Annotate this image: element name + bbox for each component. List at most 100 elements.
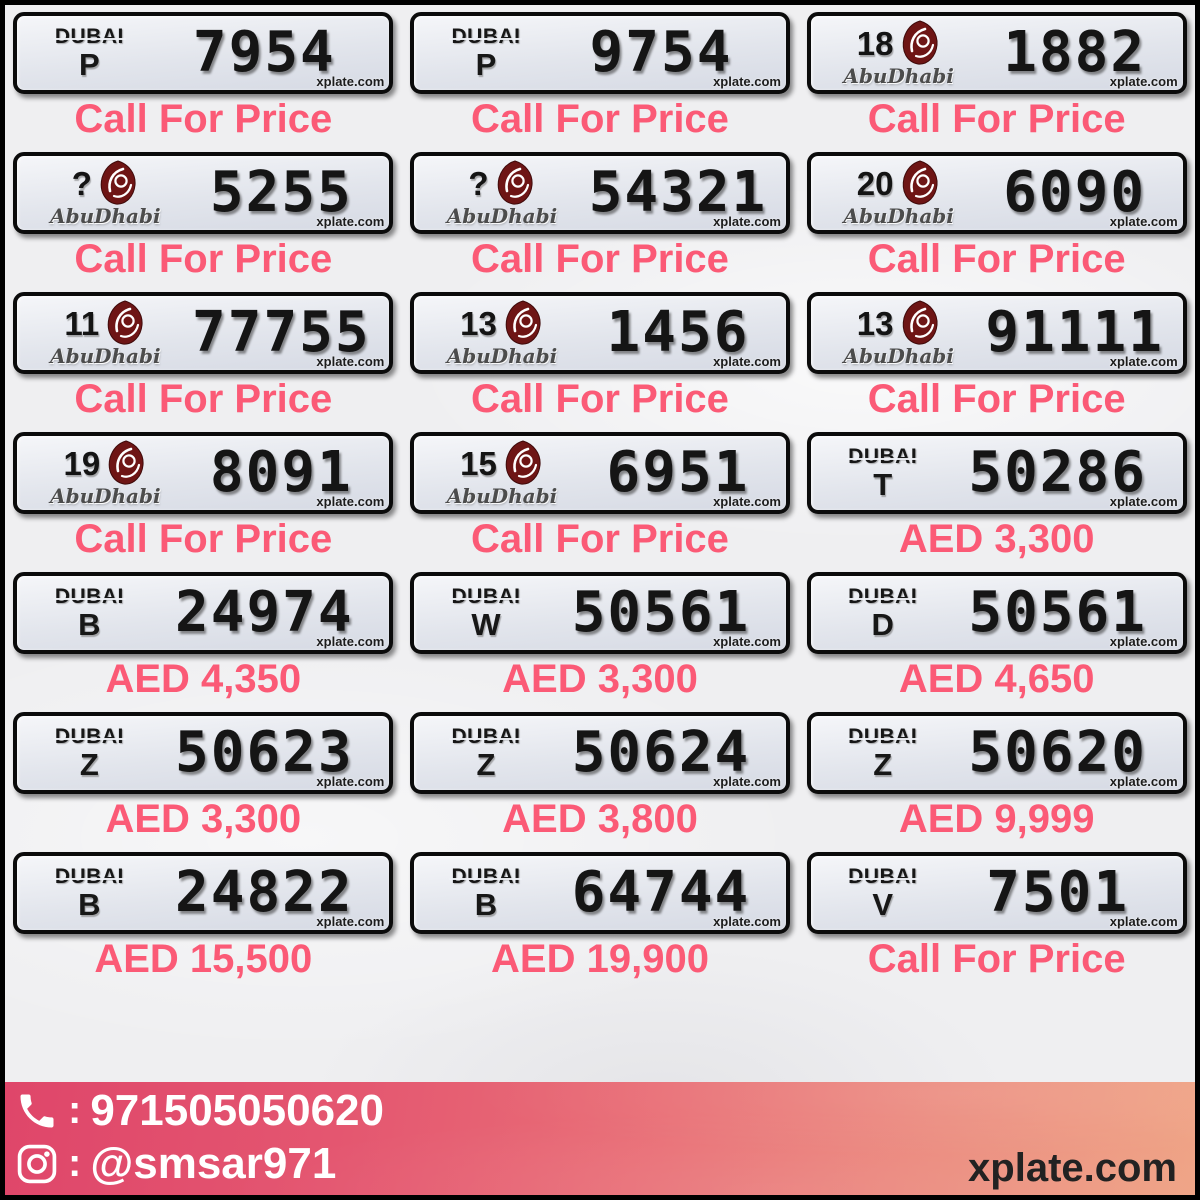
plate-code: 20 (856, 164, 894, 202)
plate-watermark: xplate.com (1109, 634, 1178, 650)
abudhabi-script-text: AbuDhabi (446, 204, 558, 228)
dubai-logo-text: DUBAI (52, 585, 126, 608)
abudhabi-script-text: AbuDhabi (843, 344, 954, 368)
plate-listing: ? AbuDhabi 5255 xplate.com Call For Pric… (5, 145, 402, 285)
abudhabi-emblem-icon (100, 160, 136, 205)
plate-code: 19 (63, 444, 101, 482)
plate-price: Call For Price (74, 237, 333, 281)
plate-watermark: xplate.com (316, 494, 385, 510)
license-plate: 13 AbuDhabi 1456 xplate.com (409, 292, 790, 374)
plate-listing: DUBAI W 50561 x (402, 565, 799, 705)
dubai-plate-header: DUBAI Z (811, 726, 941, 780)
plate-number: 6951 (606, 440, 750, 505)
plate-number: 91111 (985, 300, 1164, 365)
plate-watermark: xplate.com (713, 214, 781, 230)
plate-code: P (78, 47, 100, 82)
contact-footer: : 971505050620 : @smsar971 xplate.com (5, 1082, 1195, 1195)
license-plate: DUBAI D 50561 x (806, 572, 1187, 654)
plate-price: AED 3,300 (502, 657, 698, 701)
dubai-logo-text: DUBAI (846, 865, 920, 888)
license-plate: DUBAI B 64744 x (409, 852, 790, 934)
abudhabi-plate-header: 19 AbuDhabi (17, 440, 181, 506)
dubai-plate-header: DUBAI Z (17, 726, 147, 780)
abudhabi-emblem-icon (902, 20, 938, 65)
dubai-plate-header: DUBAI V (811, 866, 941, 920)
dubai-plate-header: DUBAI B (414, 866, 544, 920)
dubai-plate-header: DUBAI Z (414, 726, 544, 780)
plate-price: Call For Price (74, 377, 333, 421)
dubai-logo-text: DUBAI (52, 25, 126, 48)
plate-watermark: xplate.com (316, 214, 385, 230)
instagram-line: : @smsar971 (15, 1138, 384, 1190)
license-plate: 20 AbuDhabi 6090 xplate.com (806, 152, 1187, 234)
plate-number: 77755 (192, 300, 371, 365)
license-plate: DUBAI Z 50620 x (806, 712, 1187, 794)
abudhabi-script-text: AbuDhabi (843, 204, 954, 228)
license-plate: 18 AbuDhabi 1882 xplate.com (806, 12, 1187, 94)
license-plate: DUBAI P 9754 xp (409, 12, 790, 94)
plate-listing: DUBAI B 24974 x (5, 565, 402, 705)
plate-watermark: xplate.com (316, 774, 385, 790)
dubai-logo-text: DUBAI (449, 865, 523, 888)
instagram-icon (17, 1144, 57, 1184)
abudhabi-emblem-icon (902, 160, 938, 205)
plate-price: AED 15,500 (94, 937, 313, 981)
plate-code: B (78, 607, 101, 642)
dubai-logo-text: DUBAI (449, 725, 523, 748)
abudhabi-emblem-icon (505, 440, 541, 485)
plate-number: 24822 (175, 860, 354, 925)
license-plate: 13 AbuDhabi 91111 xplate.com (806, 292, 1187, 374)
dubai-plate-header: DUBAI B (17, 586, 147, 640)
plate-listing: DUBAI P 9754 xp (402, 5, 799, 145)
plate-price: AED 19,900 (491, 937, 709, 981)
plate-price: Call For Price (471, 517, 729, 561)
license-plate: DUBAI V 7501 xp (806, 852, 1187, 934)
license-plate: DUBAI Z 50624 x (409, 712, 790, 794)
plate-watermark: xplate.com (713, 494, 781, 510)
dubai-plate-header: DUBAI P (17, 26, 147, 80)
plate-code: V (872, 887, 893, 922)
license-plate: 19 AbuDhabi 8091 xplate.com (13, 432, 394, 514)
plate-code: 18 (856, 24, 894, 62)
dubai-logo-text: DUBAI (449, 585, 523, 608)
plate-code: W (471, 607, 501, 642)
plate-code: 13 (460, 304, 497, 342)
plate-code: ? (71, 164, 92, 202)
plate-price: Call For Price (74, 517, 333, 561)
plate-watermark: xplate.com (316, 914, 385, 930)
plate-watermark: xplate.com (316, 74, 385, 90)
plate-number: 1456 (606, 300, 750, 365)
plate-watermark: xplate.com (1109, 494, 1178, 510)
plate-code: Z (476, 747, 496, 782)
plate-code: T (873, 467, 893, 502)
abudhabi-emblem-icon (505, 300, 541, 345)
plate-listing: 13 AbuDhabi 1456 xplate.com Call For Pri… (402, 285, 799, 425)
license-plate: DUBAI W 50561 x (409, 572, 790, 654)
plate-price: Call For Price (471, 97, 729, 141)
instagram-handle: @smsar971 (90, 1138, 337, 1188)
license-plate: ? AbuDhabi 5255 xplate.com (13, 152, 394, 234)
license-plate: DUBAI T 50286 x (806, 432, 1187, 514)
plate-price: AED 4,350 (105, 657, 302, 701)
plate-number: 9754 (589, 20, 733, 85)
plate-number: 6090 (1003, 160, 1147, 225)
plate-price: AED 3,800 (502, 797, 698, 841)
plate-watermark: xplate.com (1109, 74, 1178, 90)
plate-number: 7501 (986, 860, 1130, 925)
plate-price: Call For Price (471, 237, 729, 281)
plate-code: 15 (460, 444, 497, 482)
plate-code: Z (873, 747, 893, 782)
plate-number: 50620 (968, 720, 1147, 785)
plate-price: Call For Price (74, 97, 333, 141)
abudhabi-script-text: AbuDhabi (50, 204, 161, 228)
plate-number: 64744 (571, 860, 751, 925)
phone-number: 971505050620 (90, 1086, 384, 1135)
plate-watermark: xplate.com (713, 354, 781, 370)
license-plate: DUBAI B 24974 x (13, 572, 394, 654)
plate-watermark: xplate.com (1109, 354, 1178, 370)
plate-listing: 15 AbuDhabi 6951 xplate.com Call For Pri… (402, 425, 799, 565)
plate-listing: DUBAI Z 50623 x (5, 705, 402, 845)
dubai-logo-text: DUBAI (846, 445, 920, 468)
plate-listing: DUBAI Z 50620 x (798, 705, 1195, 845)
plate-listing: 18 AbuDhabi 1882 xplate.com Call For Pri… (798, 5, 1195, 145)
